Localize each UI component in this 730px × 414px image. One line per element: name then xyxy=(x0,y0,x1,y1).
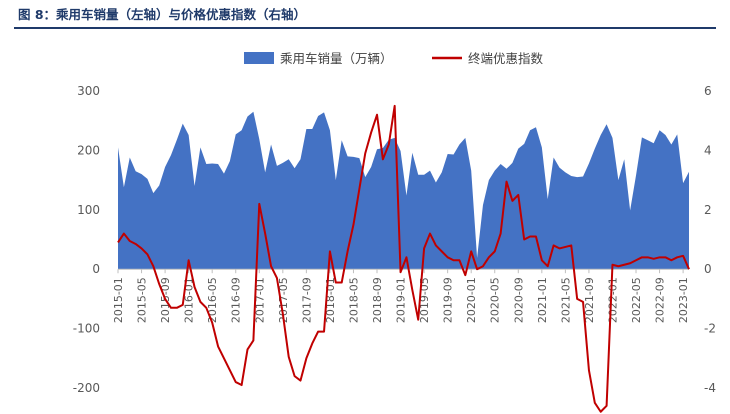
y-left-tick-label: -200 xyxy=(73,381,100,395)
y-left-tick-label: -100 xyxy=(73,322,100,336)
x-tick-label: 2021-09 xyxy=(583,277,596,323)
x-tick-label: 2017-09 xyxy=(300,277,313,323)
legend-area-label: 乘用车销量（万辆） xyxy=(280,51,393,66)
x-tick-label: 2021-05 xyxy=(559,277,572,323)
x-tick-label: 2018-05 xyxy=(347,277,360,323)
x-tick-label: 2021-01 xyxy=(536,277,549,323)
x-tick-label: 2018-09 xyxy=(371,277,384,323)
x-tick-label: 2022-05 xyxy=(630,277,643,323)
x-tick-label: 2015-05 xyxy=(136,277,149,323)
x-tick-label: 2020-01 xyxy=(465,277,478,323)
y-right-tick-label: 0 xyxy=(704,262,712,276)
y-right-tick-label: 6 xyxy=(704,84,712,98)
sales-area xyxy=(118,111,689,270)
y-left-tick-label: 200 xyxy=(77,143,100,157)
x-tick-label: 2023-01 xyxy=(677,277,690,323)
x-tick-label: 2016-09 xyxy=(230,277,243,323)
y-left-tick-label: 100 xyxy=(77,203,100,217)
title-rule xyxy=(14,27,716,29)
legend-area-swatch xyxy=(244,52,274,64)
figure-title: 图 8：乘用车销量（左轴）与价格优惠指数（右轴） xyxy=(18,7,307,22)
discount-index-line xyxy=(117,104,690,413)
x-tick-label: 2022-09 xyxy=(654,277,667,323)
x-tick-label: 2015-01 xyxy=(112,277,125,323)
x-tick-label: 2019-01 xyxy=(395,277,408,323)
x-tick-label: 2020-09 xyxy=(512,277,525,323)
y-left-tick-label: 0 xyxy=(92,262,100,276)
y-left-tick-label: 300 xyxy=(77,84,100,98)
y-right-tick-label: -2 xyxy=(704,322,716,336)
legend-line-label: 终端优惠指数 xyxy=(468,51,544,66)
x-tick-label: 2022-01 xyxy=(606,277,619,323)
legend: 乘用车销量（万辆） 终端优惠指数 xyxy=(244,51,544,66)
y-axis-left: 300 200 100 0 -100 -200 xyxy=(73,84,100,395)
y-right-tick-label: -4 xyxy=(704,381,716,395)
y-axis-right: 6 4 2 0 -2 -4 xyxy=(704,84,716,395)
x-tick-label: 2020-05 xyxy=(489,277,502,323)
y-right-tick-label: 2 xyxy=(704,203,712,217)
x-tick-label: 2016-05 xyxy=(206,277,219,323)
x-tick-label: 2019-09 xyxy=(442,277,455,323)
y-right-tick-label: 4 xyxy=(704,143,712,157)
x-tick-label: 2017-05 xyxy=(277,277,290,323)
